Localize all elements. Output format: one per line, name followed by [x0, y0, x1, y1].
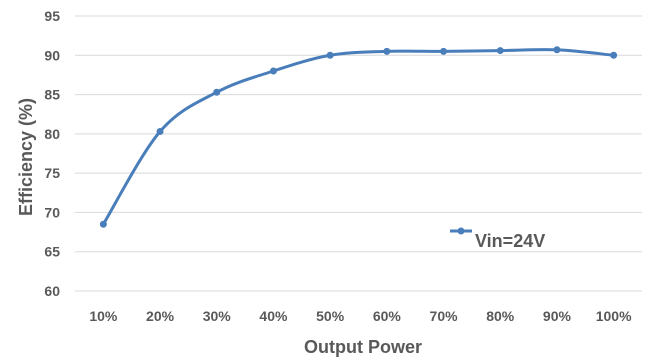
x-tick-label-70pct: 70% — [430, 308, 459, 324]
data-point-50pct — [326, 51, 334, 59]
series-line-0 — [101, 48, 616, 226]
legend-label-vin-24v: Vin=24V — [475, 231, 545, 251]
y-tick-label-95: 95 — [44, 8, 60, 24]
x-tick-label-10pct: 10% — [89, 308, 118, 324]
data-point-80pct — [496, 47, 504, 55]
y-axis-title: Efficiency (%) — [16, 98, 36, 216]
data-point-10pct — [99, 220, 107, 228]
x-axis-title: Output Power — [304, 337, 422, 357]
data-point-30pct — [213, 88, 221, 96]
y-tick-label-80: 80 — [44, 126, 60, 142]
y-tick-label-75: 75 — [44, 165, 60, 181]
y-tick-label-60: 60 — [44, 283, 60, 299]
y-tick-label-70: 70 — [44, 204, 60, 220]
legend-swatch-marker — [457, 227, 465, 235]
y-axis-ticks: 60 65 70 75 80 85 90 95 — [44, 8, 60, 299]
x-tick-label-30pct: 30% — [203, 308, 232, 324]
y-tick-label-90: 90 — [44, 47, 60, 63]
x-tick-label-60pct: 60% — [373, 308, 402, 324]
data-point-100pct — [610, 51, 618, 59]
data-point-20pct — [156, 128, 164, 135]
data-point-40pct — [269, 67, 277, 75]
x-tick-label-40pct: 40% — [259, 308, 288, 324]
x-tick-label-50pct: 50% — [316, 308, 345, 324]
x-axis-ticks: 10% 20% 30% 40% 50% 60% 70% 80% 90% 100% — [89, 308, 632, 324]
gridlines — [75, 15, 642, 292]
x-tick-label-80pct: 80% — [486, 308, 515, 324]
x-tick-label-100pct: 100% — [596, 308, 632, 324]
y-tick-label-65: 65 — [44, 244, 60, 260]
x-tick-label-90pct: 90% — [543, 308, 572, 324]
y-tick-label-85: 85 — [44, 87, 60, 103]
x-tick-label-20pct: 20% — [146, 308, 175, 324]
data-point-90pct — [553, 46, 561, 54]
data-point-60pct — [383, 47, 391, 55]
legend: Vin=24V — [450, 227, 545, 251]
data-point-70pct — [440, 47, 448, 55]
series-layer — [99, 46, 618, 228]
